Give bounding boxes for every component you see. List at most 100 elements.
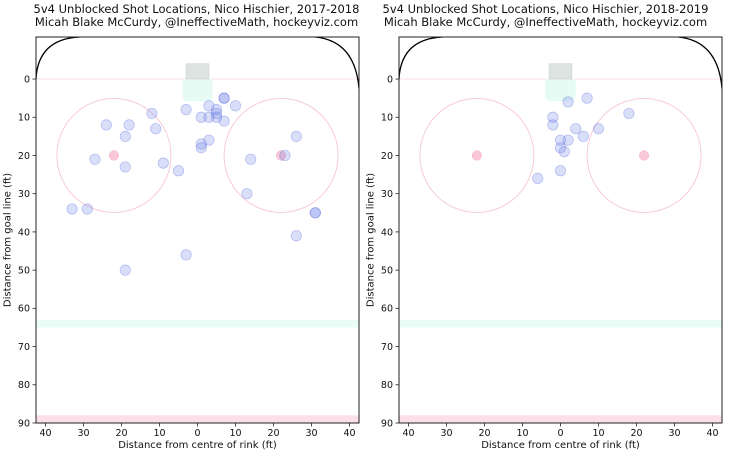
shot-map-2018-2019: 40 30 20 10 0 10 20 30 40 0 10 20 30 40 50 60 70 80 90 Dist…: [366, 36, 723, 451]
faceoff-circle: [419, 98, 535, 213]
shot-point: [119, 130, 131, 142]
chart-title-line: 5v4 Unblocked Shot Locations, Nico Hisch…: [382, 2, 709, 16]
shot-point: [218, 92, 230, 104]
shot-point: [570, 123, 582, 135]
faceoff-dot: [276, 150, 287, 161]
shot-point: [210, 111, 223, 123]
y-tick-label: 40: [18, 227, 30, 238]
y-tick-label: 70: [18, 342, 30, 353]
shot-point: [210, 104, 223, 116]
shot-point: [157, 157, 169, 169]
x-tick-label: 0: [557, 428, 563, 439]
chart-panel-2018-2019: 5v4 Unblocked Shot Locations, Nico Hisch…: [363, 0, 728, 456]
goal-net: [185, 63, 210, 80]
chart-title: 5v4 Unblocked Shot Locations, Nico Hisch…: [14, 3, 379, 29]
shot-point: [592, 123, 605, 135]
faceoff-circle: [586, 98, 702, 213]
faceoff-dot: [471, 150, 482, 161]
faceoff-dot: [108, 150, 119, 161]
shot-point: [123, 119, 135, 131]
x-tick-label: 0: [194, 428, 200, 439]
shot-point: [245, 153, 257, 165]
x-tick-label: 30: [440, 428, 452, 439]
y-tick-label: 50: [381, 266, 393, 277]
shot-point: [290, 130, 302, 142]
shot-point: [195, 111, 207, 123]
blue-line: [399, 319, 722, 328]
chart-title: 5v4 Unblocked Shot Locations, Nico Hisch…: [363, 3, 728, 29]
rink-layer: [399, 37, 722, 423]
shot-point: [562, 134, 574, 146]
shot-point: [547, 111, 559, 123]
y-tick-label: 80: [381, 380, 393, 391]
x-tick-label: 20: [115, 428, 127, 439]
shot-point: [66, 203, 78, 215]
x-tick-label: 40: [39, 428, 51, 439]
boards-right-corner: [315, 37, 359, 89]
faceoff-circle: [223, 98, 339, 213]
y-tick-label: 20: [381, 151, 393, 162]
shot-point: [547, 119, 559, 131]
y-axis-label: Distance from goal line (ft): [366, 173, 377, 307]
goal-net: [548, 63, 573, 80]
shot-point: [203, 111, 215, 123]
y-tick-label: 10: [18, 113, 30, 124]
shot-map-2017-2018: 40 30 20 10 0 10 20 30 40 0 10 20 30 40 50 60 70 80 90 Dist…: [3, 36, 360, 451]
shot-point: [146, 107, 158, 120]
y-tick-label: 70: [381, 342, 393, 353]
x-tick-label: 30: [668, 428, 680, 439]
y-tick-label: 30: [18, 189, 30, 200]
shot-point: [554, 134, 567, 146]
y-tick-label: 80: [18, 380, 30, 391]
shot-point: [554, 165, 567, 177]
shot-point: [81, 203, 93, 215]
chart-subtitle: Micah Blake McCurdy, @IneffectiveMath, h…: [34, 15, 359, 29]
shot-point: [180, 104, 192, 116]
goal-crease: [182, 79, 213, 102]
shot-point: [150, 123, 162, 135]
y-tick-label: 90: [18, 418, 30, 429]
shot-point: [180, 249, 192, 261]
y-tick-label: 0: [24, 74, 30, 85]
shot-point: [229, 100, 242, 112]
x-tick-label: 40: [402, 428, 414, 439]
x-tick-label: 10: [592, 428, 604, 439]
x-tick-label: 20: [478, 428, 490, 439]
red-line: [36, 415, 359, 423]
y-tick-label: 60: [18, 304, 30, 315]
y-tick-label: 0: [387, 74, 393, 85]
shot-point: [623, 107, 635, 120]
shot-point: [203, 100, 215, 112]
y-tick-label: 60: [381, 304, 393, 315]
boards-left-corner: [36, 37, 80, 80]
y-axis-label: Distance from goal line (ft): [3, 173, 14, 307]
shot-point: [218, 92, 230, 104]
y-tick-label: 20: [18, 151, 30, 162]
rink-layer: [36, 37, 359, 423]
shot-point: [119, 264, 131, 276]
shot-point: [218, 115, 230, 127]
shot-point: [195, 142, 207, 154]
faceoff-dot: [639, 150, 650, 161]
x-tick-label: 40: [706, 428, 718, 439]
goal-crease: [545, 79, 576, 102]
shot-point: [203, 134, 215, 146]
shot-point: [241, 188, 253, 200]
x-tick-label: 30: [305, 428, 317, 439]
x-tick-label: 20: [630, 428, 642, 439]
shot-point: [309, 207, 321, 219]
x-tick-label: 10: [229, 428, 241, 439]
shot-point: [309, 207, 321, 219]
y-tick-label: 50: [18, 266, 30, 277]
x-tick-label: 30: [77, 428, 89, 439]
shot-point: [100, 119, 112, 131]
x-tick-label: 10: [516, 428, 528, 439]
x-tick-label: 20: [267, 428, 279, 439]
boards-right-corner: [678, 37, 722, 89]
shot-point: [279, 149, 291, 162]
shot-point: [119, 161, 131, 173]
shot-point: [210, 107, 223, 120]
shot-point: [562, 96, 574, 108]
chart-title-line: 5v4 Unblocked Shot Locations, Nico Hisch…: [33, 2, 360, 16]
x-tick-label: 10: [153, 428, 165, 439]
